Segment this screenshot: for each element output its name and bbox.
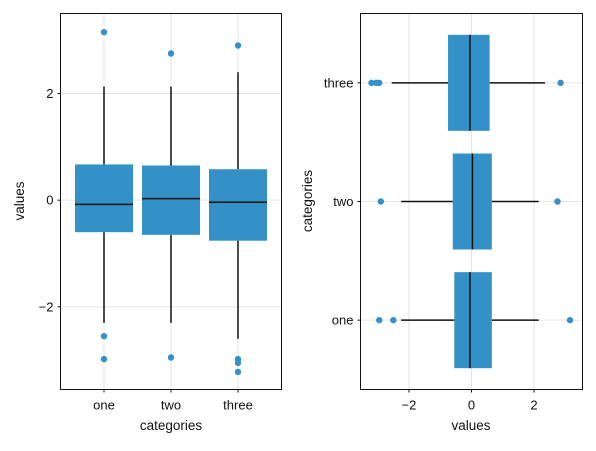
left-outlier-point (234, 368, 242, 376)
right-outlier-point (368, 79, 375, 87)
left-y-tick-label: −2 (39, 299, 54, 314)
right-x-axis-label: values (451, 418, 490, 433)
right-tick-labels: −2 0 2 one two three (324, 75, 538, 412)
left-x-tick-label: one (93, 398, 115, 413)
right-outlier-point (557, 79, 564, 87)
right-outlier-point (390, 316, 397, 324)
left-y-tick-label: 0 (46, 193, 53, 208)
right-y-axis-label: categories (300, 170, 315, 233)
left-outlier-point (234, 42, 242, 49)
right-outlier-point (376, 316, 383, 324)
right-boxplot-panel: −2 0 2 one two three values categories (300, 13, 583, 433)
right-box (448, 34, 490, 131)
right-y-tick-label: two (333, 194, 353, 209)
right-x-tick-label: 2 (530, 398, 537, 413)
right-x-tick-label: −2 (402, 398, 417, 413)
left-outlier-point (167, 354, 175, 361)
left-box-group-two (142, 50, 200, 361)
left-box (142, 165, 200, 235)
right-box-group-two (377, 153, 561, 250)
right-box-group-three (368, 34, 564, 131)
left-y-tick-label: 2 (46, 86, 53, 101)
left-x-axis-label: categories (140, 418, 203, 433)
left-box-group-three (209, 42, 267, 376)
right-outlier-point (566, 316, 574, 324)
left-boxplot-panel: −2 0 2 one two three categories values (12, 13, 282, 433)
left-outlier-point (100, 28, 108, 36)
left-outlier-point (100, 355, 108, 363)
right-boxes (368, 34, 574, 369)
left-x-tick-label: two (161, 398, 181, 413)
left-boxes (75, 28, 267, 376)
right-y-tick-label: three (324, 75, 354, 90)
left-box (75, 164, 133, 233)
right-box (454, 272, 492, 369)
left-x-tick-label: three (223, 398, 253, 413)
right-y-tick-label: one (332, 313, 354, 328)
left-outlier-point (167, 50, 175, 57)
left-y-axis-label: values (12, 181, 27, 220)
left-outlier-point (234, 359, 242, 367)
left-box (209, 169, 267, 241)
left-box-group-one (75, 28, 133, 363)
right-outlier-point (554, 198, 561, 205)
right-box-group-one (376, 272, 574, 369)
right-x-tick-label: 0 (468, 398, 475, 413)
left-tick-labels: −2 0 2 one two three (39, 86, 253, 413)
right-outlier-point (377, 198, 385, 205)
left-outlier-point (100, 332, 108, 340)
right-outlier-point (376, 79, 383, 87)
